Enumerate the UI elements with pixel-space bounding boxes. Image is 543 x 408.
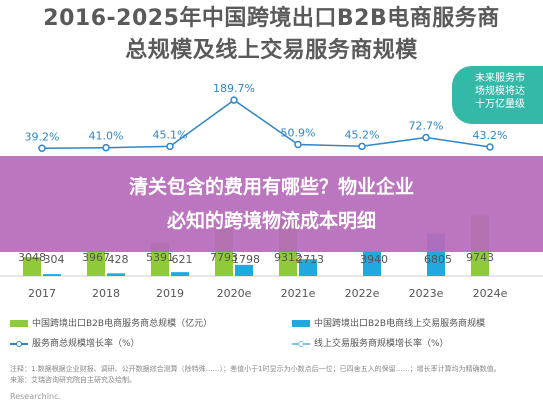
online-value-label-2021e: 2713 xyxy=(296,253,324,266)
growth-point-2020e xyxy=(230,96,238,104)
growth-point-2024e xyxy=(486,143,494,151)
x-tick-2020e: 2020e xyxy=(217,287,252,300)
x-tick-2023e: 2023e xyxy=(409,287,444,300)
online-value-label-2017: 304 xyxy=(44,253,65,266)
growth-point-2017 xyxy=(38,144,46,153)
online-bar-2022e xyxy=(363,251,381,276)
chart-title-line1: 2016-2025年中国跨境出口B2B电商服务商 xyxy=(43,6,500,31)
legend-swatch-online xyxy=(292,320,310,327)
footnote: 注释：1.数据根据企业财报、调研、公开数据综合测算（除特殊……）；差值小于1时显… xyxy=(10,365,501,373)
callout-line1: 未来服务市 xyxy=(475,73,525,84)
article-banner[interactable] xyxy=(0,156,543,252)
future-market-callout: 未来服务市 场规模将达 十万亿量级 xyxy=(452,66,543,124)
legend-online-growth: 线上交易服务商规模增长率（%） xyxy=(292,338,449,350)
legend-swatch-total xyxy=(10,320,28,327)
online-value-label-2020e: 1798 xyxy=(232,253,260,266)
total-value-label-2017: 3048 xyxy=(18,251,46,264)
x-tick-2017: 2017 xyxy=(28,287,56,300)
growth-label-2022e: 45.2% xyxy=(345,128,380,141)
legend-swatch-total-growth xyxy=(10,340,28,347)
growth-label-2017: 39.2% xyxy=(25,130,60,143)
x-tick-2019: 2019 xyxy=(156,287,184,300)
online-value-labels: 304 428 621 1798 2713 3940 6805 xyxy=(44,253,453,266)
online-bars xyxy=(43,233,445,276)
total-bar-2018 xyxy=(87,251,105,276)
x-tick-2018: 2018 xyxy=(92,287,120,300)
chart-title-line2: 总规模及线上交易服务商规模 xyxy=(125,38,418,63)
callout-line3: 十万亿量级 xyxy=(475,99,525,110)
online-value-label-2023e: 6805 xyxy=(424,253,452,266)
online-bar-2018 xyxy=(107,273,125,276)
online-value-label-2022e: 3940 xyxy=(360,253,388,266)
total-value-labels: 3048 3967 5391 7793 9312 9743 xyxy=(18,251,494,264)
growth-label-2018: 41.0% xyxy=(89,130,124,143)
growth-label-2023e: 72.7% xyxy=(409,120,444,133)
x-tick-2021e: 2021e xyxy=(281,287,316,300)
online-value-label-2018: 428 xyxy=(108,253,129,266)
legend-total: 中国跨境出口B2B电商服务商总规模（亿元） xyxy=(10,318,212,330)
online-bar-2017 xyxy=(43,274,61,276)
research-credit: ResearchInc. xyxy=(10,392,62,401)
source-note: 来源：艾瑞咨询研究院自主研究及绘制。 xyxy=(10,376,136,384)
legend-total-growth: 服务商总规模增长率（%） xyxy=(10,338,140,350)
banner-title-line2[interactable]: 必知的跨境物流成本明细 xyxy=(166,210,376,232)
growth-label-2021e: 50.9% xyxy=(281,127,316,140)
growth-label-2019: 45.1% xyxy=(153,128,188,141)
legend-label-total: 中国跨境出口B2B电商服务商总规模（亿元） xyxy=(32,319,213,329)
x-tick-2024e: 2024e xyxy=(473,287,508,300)
total-value-label-2019: 5391 xyxy=(146,251,174,264)
total-value-label-2018: 3967 xyxy=(82,251,110,264)
total-value-label-2020e: 7793 xyxy=(210,251,238,264)
growth-line-group: 39.2% 41.0% 45.1% 189.7% 50.9% 45.2% 72.7% 43.2… xyxy=(25,82,508,153)
x-tick-2022e: 2022e xyxy=(345,287,380,300)
growth-point-2021e xyxy=(294,140,302,149)
banner-title-line1[interactable]: 清关包含的费用有哪些？物业企业 xyxy=(128,176,414,198)
legend-label-online-growth: 线上交易服务商规模增长率（%） xyxy=(314,339,449,349)
online-bar-2019 xyxy=(171,272,189,276)
growth-point-2023e xyxy=(422,133,430,142)
online-value-label-2019: 621 xyxy=(172,253,193,266)
growth-point-2019 xyxy=(166,142,174,151)
growth-label-2024e: 43.2% xyxy=(473,129,508,142)
growth-label-2020e: 189.7% xyxy=(213,82,255,95)
legend-label-online: 中国跨境出口B2B电商线上交易服务商规模 xyxy=(314,319,486,329)
total-value-label-2021e: 9312 xyxy=(274,251,302,264)
total-growth-line xyxy=(41,99,491,150)
online-bar-2021e xyxy=(299,259,317,276)
online-bar-2020e xyxy=(235,264,253,276)
callout-line2: 场规模将达 xyxy=(475,86,525,97)
growth-point-2022e xyxy=(358,142,366,151)
x-tick-labels: 2017 2018 2019 2020e 2021e 2022e 2023e 2024e xyxy=(28,287,508,300)
total-bar-2017 xyxy=(23,257,41,276)
legend-swatch-online-growth xyxy=(292,340,310,347)
legend-label-total-growth: 服务商总规模增长率（%） xyxy=(32,339,140,349)
total-value-label-2024e: 9743 xyxy=(466,251,494,264)
growth-point-2018 xyxy=(102,143,110,152)
legend-online: 中国跨境出口B2B电商线上交易服务商规模 xyxy=(292,318,485,330)
